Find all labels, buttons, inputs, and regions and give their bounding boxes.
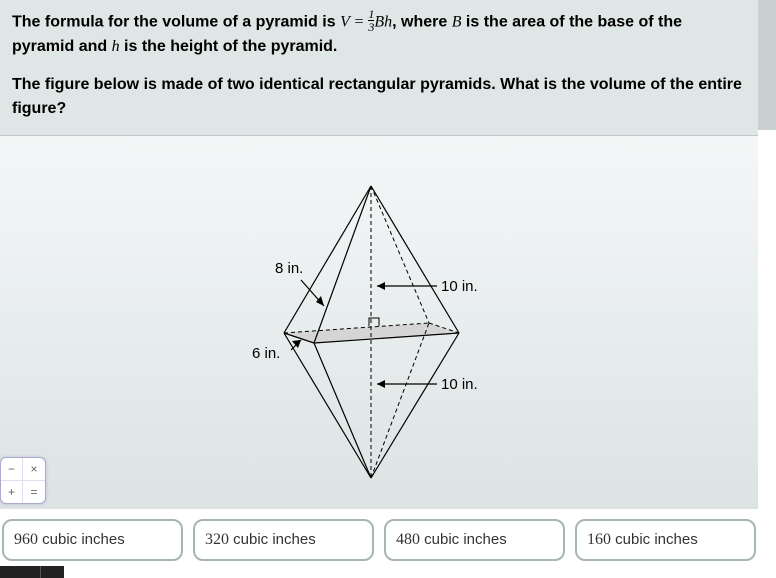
answer-unit: cubic inches — [420, 531, 507, 548]
scrollbar-track — [758, 0, 776, 130]
bottom-toolbar — [0, 566, 64, 578]
calculator-widget[interactable]: − × + = — [0, 457, 46, 504]
answer-unit: cubic inches — [229, 531, 316, 548]
arrow-head — [377, 282, 385, 290]
answer-option-3[interactable]: 480 cubic inches — [384, 519, 565, 561]
formula-h: h — [112, 38, 120, 55]
label-10in-top: 10 in. — [441, 278, 478, 295]
answer-option-2[interactable]: 320 cubic inches — [193, 519, 374, 561]
calc-times[interactable]: × — [23, 458, 45, 480]
arrow-head — [292, 340, 301, 348]
text-segment: is the height of the pyramid. — [120, 38, 338, 55]
pyramid-edge — [314, 343, 371, 478]
answer-num: 480 — [396, 531, 420, 548]
answer-option-4[interactable]: 160 cubic inches — [575, 519, 756, 561]
label-6in: 6 in. — [252, 345, 280, 362]
answer-unit: cubic inches — [38, 531, 125, 548]
answer-unit: cubic inches — [611, 531, 698, 548]
answer-num: 320 — [205, 531, 229, 548]
formula-frac: 13 — [368, 8, 374, 33]
calc-plus[interactable]: + — [1, 481, 23, 503]
calc-row: − × — [1, 458, 45, 481]
figure-area: 8 in. 6 in. 10 in. 10 in. − × + = — [0, 136, 758, 509]
calc-row: + = — [1, 481, 45, 503]
label-10in-bot: 10 in. — [441, 376, 478, 393]
pyramid-figure: 8 in. 6 in. 10 in. 10 in. — [179, 158, 579, 488]
question-paragraph-1: The formula for the volume of a pyramid … — [12, 10, 746, 59]
pyramid-edge — [284, 333, 371, 478]
calc-equals[interactable]: = — [23, 481, 45, 503]
pyramid-edge — [371, 186, 459, 333]
answer-option-1[interactable]: 960 cubic inches — [2, 519, 183, 561]
pyramid-edge — [314, 186, 371, 343]
label-8in: 8 in. — [275, 260, 303, 277]
answer-num: 160 — [587, 531, 611, 548]
pyramid-edge — [371, 333, 459, 478]
formula-bh: Bh — [374, 14, 392, 31]
answer-row: 960 cubic inches 320 cubic inches 480 cu… — [0, 509, 758, 571]
frac-den: 3 — [368, 21, 374, 33]
arrow-head — [377, 380, 385, 388]
pyramid-edge-back — [371, 186, 429, 323]
text-segment: , where — [392, 14, 452, 31]
formula-v: V — [340, 14, 349, 31]
formula-eq: = — [350, 14, 369, 31]
question-paragraph-2: The figure below is made of two identica… — [12, 73, 746, 121]
pyramid-edge-back — [371, 323, 429, 478]
calc-minus[interactable]: − — [1, 458, 23, 480]
answer-num: 960 — [14, 531, 38, 548]
question-header: The formula for the volume of a pyramid … — [0, 0, 758, 136]
text-segment: The formula for the volume of a pyramid … — [12, 14, 340, 31]
